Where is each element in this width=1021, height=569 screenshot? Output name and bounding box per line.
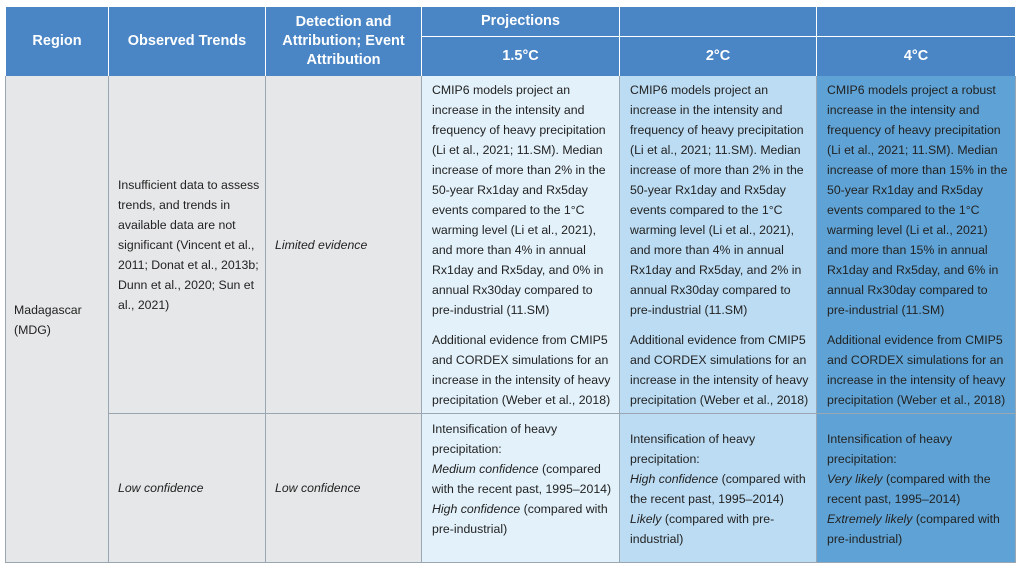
proj-4-confidence-preind: Extremely likely	[827, 512, 913, 526]
row1-proj-15: CMIP6 models project an increase in the …	[432, 80, 614, 410]
header-4c: 4°C	[817, 37, 1015, 76]
region-cell: Madagascar (MDG)	[14, 76, 104, 563]
proj-2-additional: Additional evidence from CMIP5 and CORDE…	[630, 333, 809, 407]
proj-2-recent: High confidence (compared with the recen…	[630, 469, 810, 509]
row2-proj-15: Intensification of heavy precipitation: …	[432, 419, 612, 539]
proj-4-intensification: Intensification of heavy precipitation:	[827, 432, 953, 466]
header-projections-blank-4	[817, 7, 1015, 36]
observed-confidence: Low confidence	[118, 481, 204, 495]
proj-15-preind: High confidence (compared with pre-indus…	[432, 499, 612, 539]
observed-trends-text: Insufficient data to assess trends, and …	[118, 177, 260, 312]
row1-proj-4: CMIP6 models project a robust increase i…	[827, 80, 1009, 410]
proj-2-bg	[620, 76, 816, 563]
proj-4-confidence-recent: Very likely	[827, 472, 883, 486]
row1-proj-2: CMIP6 models project an increase in the …	[630, 80, 812, 410]
header-observed-trends: Observed Trends	[109, 7, 265, 76]
header-1-5c: 1.5°C	[422, 37, 619, 76]
proj-15-recent-text: (compared with the recent past, 1995–201…	[432, 462, 612, 496]
detection-confidence: Low confidence	[275, 481, 361, 495]
proj-2-intensification: Intensification of heavy precipitation:	[630, 432, 756, 466]
proj-2-main: CMIP6 models project an increase in the …	[630, 83, 804, 317]
header-projections: Projections	[422, 7, 619, 36]
proj-4-preind: Extremely likely (compared with pre-indu…	[827, 509, 1007, 549]
detection-bg	[266, 76, 421, 563]
row2-observed: Low confidence	[118, 414, 260, 562]
proj-15-additional: Additional evidence from CMIP5 and CORDE…	[432, 333, 611, 407]
observed-bg	[109, 76, 265, 563]
row1-observed: Insufficient data to assess trends, and …	[118, 76, 260, 413]
region-bg	[6, 76, 108, 563]
header-2c: 2°C	[620, 37, 816, 76]
header-projections-blank-2	[620, 7, 816, 36]
region-label: Madagascar (MDG)	[14, 302, 82, 337]
proj-4-recent-text: (compared with the recent past, 1995–201…	[827, 472, 991, 506]
proj-15-bg	[422, 76, 619, 563]
proj-15-preind-text: (compared with pre-industrial)	[432, 502, 608, 536]
proj-2-preind: Likely (compared with pre-industrial)	[630, 509, 810, 549]
proj-4-main: CMIP6 models project a robust increase i…	[827, 83, 1008, 317]
proj-15-recent: Medium confidence (compared with the rec…	[432, 459, 612, 499]
row1-detection: Limited evidence	[275, 76, 417, 413]
header-region: Region	[6, 7, 108, 76]
proj-15-intensification: Intensification of heavy precipitation:	[432, 422, 558, 456]
proj-15-confidence-preind: High confidence	[432, 502, 521, 516]
proj-4-recent: Very likely (compared with the recent pa…	[827, 469, 1007, 509]
proj-2-confidence-recent: High confidence	[630, 472, 719, 486]
detection-text: Limited evidence	[275, 237, 368, 252]
row2-proj-2: Intensification of heavy precipitation: …	[630, 429, 810, 549]
row2-detection: Low confidence	[275, 414, 417, 562]
proj-2-confidence-preind: Likely	[630, 512, 662, 526]
proj-2-preind-text: (compared with pre-industrial)	[630, 512, 775, 546]
header-detection-attribution: Detection and Attribution; Event Attribu…	[266, 7, 421, 76]
proj-15-confidence-recent: Medium confidence	[432, 462, 539, 476]
proj-2-recent-text: (compared with the recent past, 1995–201…	[630, 472, 806, 506]
row2-proj-4: Intensification of heavy precipitation: …	[827, 429, 1007, 549]
proj-15-main: CMIP6 models project an increase in the …	[432, 83, 606, 317]
proj-4-bg	[817, 76, 1015, 563]
proj-4-preind-text: (compared with pre-industrial)	[827, 512, 1000, 546]
proj-4-additional: Additional evidence from CMIP5 and CORDE…	[827, 333, 1006, 407]
